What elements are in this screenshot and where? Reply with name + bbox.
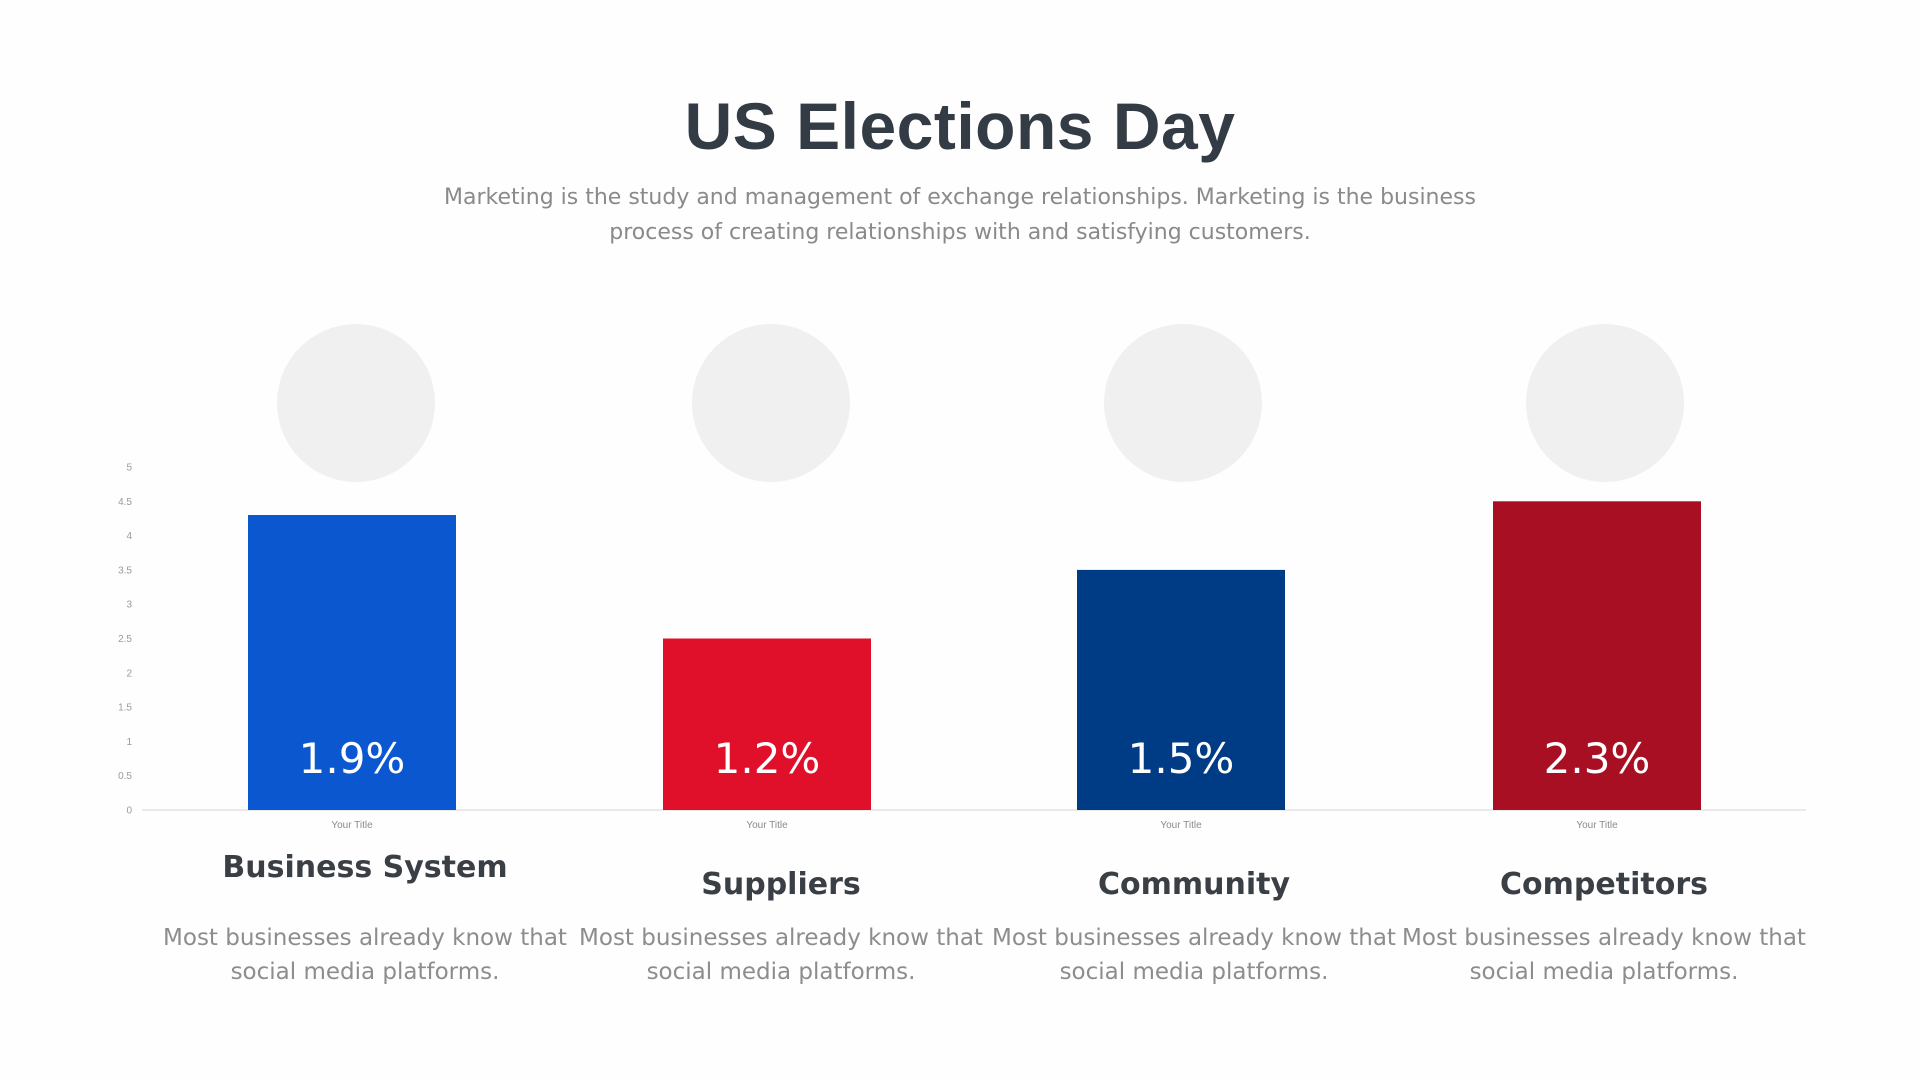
y-axis: 0 0.5 1 1.5 2 2.5 3 3.5 4 4.5 5 (118, 463, 132, 817)
x-axis: Your Title Your Title Your Title Your Title (331, 820, 1618, 831)
bar (1493, 501, 1701, 810)
avatar (1104, 324, 1262, 482)
y-tick-label: 2 (126, 668, 132, 679)
bar-data-label: 1.2% (714, 734, 821, 783)
y-tick-label: 0.5 (118, 771, 132, 782)
card-heading-business-system: Business System (222, 850, 508, 885)
bar-data-label: 1.9% (299, 734, 406, 783)
card-heading-suppliers: Suppliers (701, 867, 861, 902)
card-heading-community: Community (1097, 867, 1291, 902)
y-tick-label: 0 (126, 806, 132, 817)
x-tick-label: Your Title (746, 820, 788, 831)
avatar (1526, 324, 1684, 482)
avatar (277, 324, 435, 482)
x-tick-label: Your Title (331, 820, 373, 831)
y-tick-label: 1.5 (118, 703, 132, 714)
y-tick-label: 3 (126, 600, 132, 611)
y-tick-label: 4 (126, 531, 132, 542)
page-title: US Elections Day (684, 89, 1236, 163)
bar (248, 515, 456, 810)
bar (1077, 569, 1285, 810)
avatar (692, 324, 850, 482)
card-body: Most businesses already know that social… (1402, 925, 1806, 985)
card-body: Most businesses already know that social… (163, 925, 567, 985)
bars (248, 501, 1701, 810)
y-tick-label: 2.5 (118, 634, 132, 645)
bar-data-label: 2.3% (1544, 734, 1651, 783)
page-subtitle: Marketing is the study and management of… (444, 185, 1476, 245)
card-body: Most businesses already know that social… (992, 925, 1396, 985)
card-body: Most businesses already know that social… (579, 925, 983, 985)
x-tick-label: Your Title (1160, 820, 1202, 831)
y-tick-label: 1 (126, 737, 132, 748)
card-heading-competitors: Competitors (1500, 867, 1708, 902)
y-tick-label: 5 (126, 463, 132, 474)
y-tick-label: 3.5 (118, 565, 132, 576)
data-labels: 1.9% 1.2% 1.5% 2.3% (299, 734, 1651, 783)
y-tick-label: 4.5 (118, 497, 132, 508)
bar-data-label: 1.5% (1128, 734, 1235, 783)
x-tick-label: Your Title (1576, 820, 1618, 831)
bar (663, 638, 871, 810)
